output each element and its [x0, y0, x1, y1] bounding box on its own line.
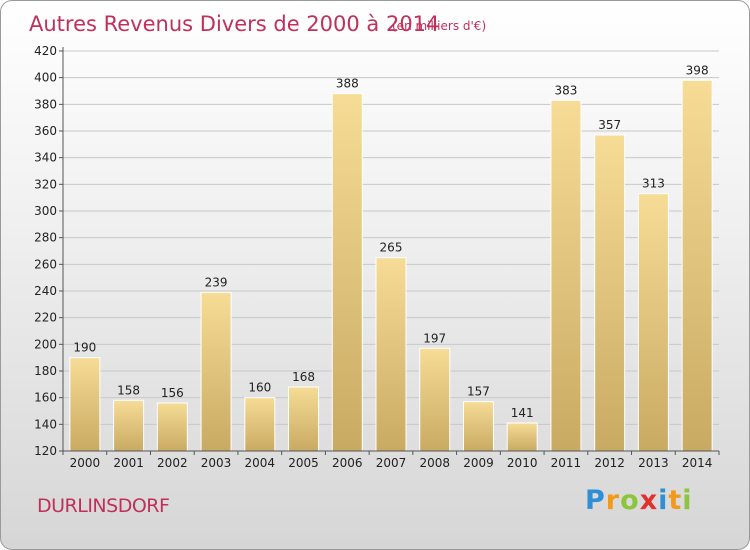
bar-2004: [244, 397, 276, 452]
value-label: 141: [511, 406, 534, 420]
y-tick-label: 280: [34, 231, 57, 245]
bar-2002: [156, 402, 188, 452]
logo-letter: t: [668, 485, 683, 516]
value-label: 190: [73, 341, 96, 355]
y-tick-label: 120: [34, 444, 57, 458]
bar-2008: [419, 347, 451, 452]
y-tick-label: 260: [34, 257, 57, 271]
x-tick-label: 2004: [245, 456, 276, 470]
value-label: 313: [642, 177, 665, 191]
x-tick-label: 2006: [332, 456, 363, 470]
bar-2012: [594, 134, 626, 452]
x-tick-label: 2012: [594, 456, 625, 470]
y-tick-label: 240: [34, 284, 57, 298]
x-tick-label: 2000: [70, 456, 101, 470]
x-tick-label: 2008: [419, 456, 450, 470]
axes: 120 140 160 180 200 220 240 260 280 300 320 340 360 3…: [34, 44, 720, 470]
y-tick-label: 180: [34, 364, 57, 378]
value-label: 239: [205, 275, 228, 289]
x-tick-label: 2003: [201, 456, 232, 470]
value-label: 157: [467, 385, 490, 399]
value-label: 398: [686, 63, 709, 77]
bar-2003: [200, 291, 232, 452]
y-tick-label: 320: [34, 177, 57, 191]
bar-2006: [331, 93, 363, 452]
value-label: 197: [423, 331, 446, 345]
y-tick-label: 420: [34, 44, 57, 58]
x-tick-label: 2007: [376, 456, 407, 470]
x-tick-label: 2002: [157, 456, 188, 470]
proxiti-logo: Proxiti: [585, 485, 693, 516]
y-tick-label: 300: [34, 204, 57, 218]
y-tick-label: 400: [34, 71, 57, 85]
value-label: 156: [161, 386, 184, 400]
bar-2010: [506, 422, 538, 452]
value-label: 265: [380, 241, 403, 255]
bars: 190 158 156 239 160 168 388 265 197 157 141 383 357 3…: [69, 63, 713, 452]
y-tick-label: 220: [34, 311, 57, 325]
value-label: 158: [117, 383, 140, 397]
value-label: 168: [292, 370, 315, 384]
value-label: 383: [554, 83, 577, 97]
bar-2011: [550, 99, 582, 452]
y-tick-label: 200: [34, 337, 57, 351]
bar-2001: [113, 399, 145, 452]
bar-2013: [637, 193, 669, 452]
y-tick-label: 340: [34, 151, 57, 165]
logo-letter: i: [682, 485, 693, 516]
x-tick-label: 2001: [113, 456, 144, 470]
x-tick-label: 2010: [507, 456, 538, 470]
y-tick-label: 360: [34, 124, 57, 138]
x-tick-label: 2011: [551, 456, 582, 470]
bar-2000: [69, 357, 101, 452]
value-label: 160: [248, 381, 271, 395]
value-label: 357: [598, 118, 621, 132]
y-tick-label: 380: [34, 97, 57, 111]
x-tick-label: 2014: [682, 456, 713, 470]
logo-letter: P: [585, 485, 606, 516]
place-name: DURLINSDORF: [37, 495, 170, 517]
bar-2005: [288, 386, 320, 452]
chart-subtitle: (en milliers d'€): [392, 19, 486, 33]
logo-letter: x: [639, 485, 659, 516]
logo-letter: i: [658, 485, 669, 516]
bar-2014: [681, 79, 713, 452]
bar-2007: [375, 257, 407, 452]
bar-2009: [462, 401, 494, 452]
value-label: 388: [336, 77, 359, 91]
y-tick-label: 160: [34, 391, 57, 405]
chart-title: Autres Revenus Divers de 2000 à 2014: [29, 12, 439, 36]
x-tick-label: 2013: [638, 456, 669, 470]
logo-letter: o: [620, 485, 640, 516]
x-tick-label: 2005: [288, 456, 319, 470]
logo-letter: r: [605, 485, 621, 516]
y-tick-label: 140: [34, 417, 57, 431]
x-tick-label: 2009: [463, 456, 494, 470]
